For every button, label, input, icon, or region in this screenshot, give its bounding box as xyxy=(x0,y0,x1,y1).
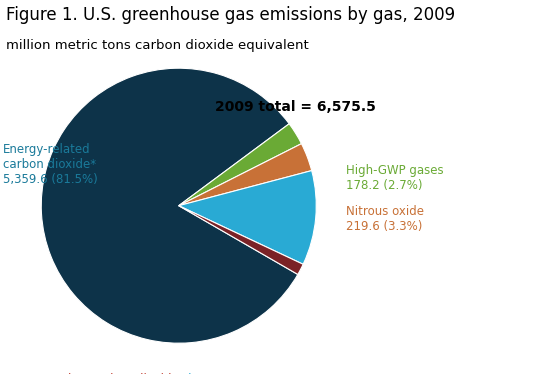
Wedge shape xyxy=(179,144,312,206)
Text: High-GWP gases
178.2 (2.7%): High-GWP gases 178.2 (2.7%) xyxy=(346,164,444,192)
Wedge shape xyxy=(179,124,301,206)
Wedge shape xyxy=(179,206,303,275)
Text: Figure 1. U.S. greenhouse gas emissions by gas, 2009: Figure 1. U.S. greenhouse gas emissions … xyxy=(6,6,455,24)
Wedge shape xyxy=(179,171,316,264)
Text: Energy-related
carbon dioxide*
5,359.6 (81.5%): Energy-related carbon dioxide* 5,359.6 (… xyxy=(3,143,97,186)
Text: 2009 total = 6,575.5: 2009 total = 6,575.5 xyxy=(215,100,376,114)
Text: million metric tons carbon dioxide equivalent: million metric tons carbon dioxide equiv… xyxy=(6,39,308,52)
Wedge shape xyxy=(41,68,298,343)
Text: Nitrous oxide
219.6 (3.3%): Nitrous oxide 219.6 (3.3%) xyxy=(346,205,425,233)
